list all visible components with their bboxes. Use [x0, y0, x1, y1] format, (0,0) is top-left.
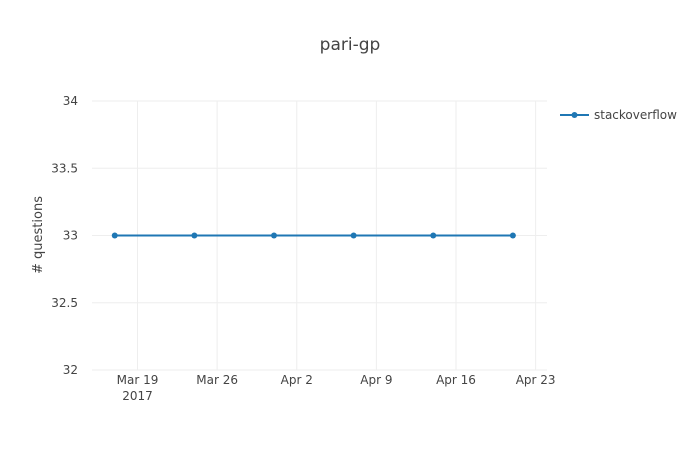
- x-tick-label: Mar 19: [117, 373, 159, 387]
- legend-label: stackoverflow: [594, 108, 677, 122]
- y-tick-label: 33.5: [51, 161, 78, 175]
- x-tick-label: Apr 9: [360, 373, 392, 387]
- x-tick-label: Mar 26: [196, 373, 238, 387]
- series-layer: [111, 232, 516, 239]
- y-tick-label: 34: [63, 94, 78, 108]
- data-point[interactable]: [111, 232, 118, 239]
- x-tick-label: Apr 16: [436, 373, 476, 387]
- data-point[interactable]: [191, 232, 198, 239]
- x-tick-sublabel: 2017: [122, 389, 153, 403]
- x-tick-label: Apr 2: [281, 373, 313, 387]
- data-point[interactable]: [271, 232, 277, 239]
- y-tick-label: 32.5: [51, 296, 78, 310]
- legend-marker: [571, 112, 578, 118]
- data-point[interactable]: [430, 232, 437, 239]
- x-axis-tick-labels: Mar 19 2017 Mar 26 Apr 2 Apr 9 Apr 16 Apr 23: [117, 373, 556, 403]
- y-tick-label: 32: [63, 363, 78, 377]
- legend[interactable]: stackoverflow: [560, 108, 677, 122]
- x-tick-label: Apr 23: [516, 373, 556, 387]
- data-point[interactable]: [350, 232, 357, 239]
- chart-title: pari-gp: [320, 35, 381, 55]
- data-point[interactable]: [509, 232, 516, 239]
- y-axis-title: # questions: [31, 196, 46, 274]
- y-axis-tick-labels: 32 32.5 33 33.5 34: [51, 94, 78, 377]
- y-tick-label: 33: [63, 229, 78, 243]
